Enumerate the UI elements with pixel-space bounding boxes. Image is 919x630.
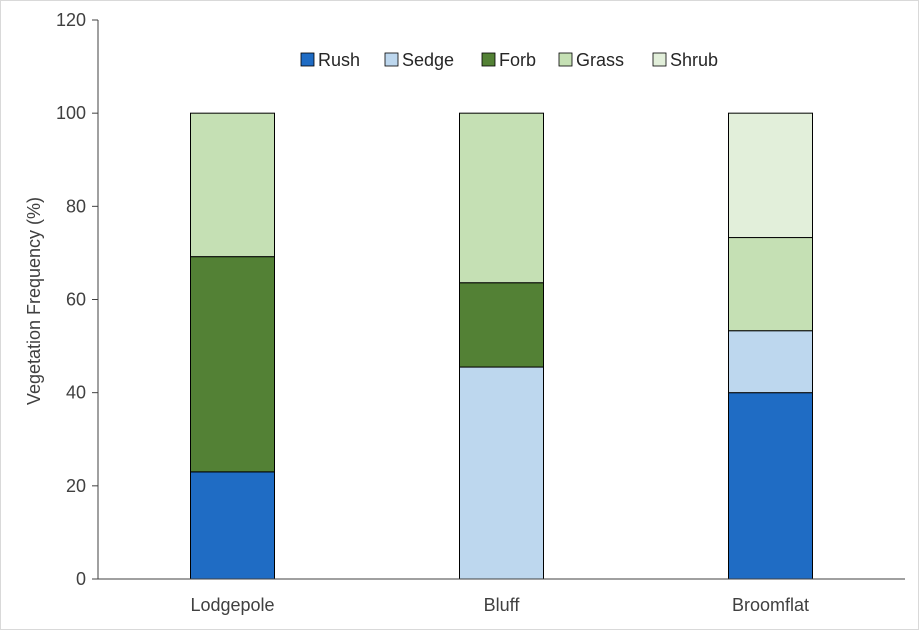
y-axis-title: Vegetation Frequency (%) xyxy=(24,197,44,405)
legend-label-grass: Grass xyxy=(576,50,624,70)
x-tick-label-bluff: Bluff xyxy=(484,595,521,615)
legend-swatch-grass xyxy=(558,52,573,67)
legend-swatch-sedge xyxy=(384,52,399,67)
bar-segment-sedge-bluff xyxy=(459,366,544,580)
bar-segment-rush-lodgepole xyxy=(190,471,275,580)
legend-swatch-shrub xyxy=(652,52,667,67)
bars-layer xyxy=(190,112,813,580)
legend-label-shrub: Shrub xyxy=(670,50,718,70)
y-tick-label: 60 xyxy=(66,290,86,310)
axes-layer xyxy=(92,19,905,580)
y-tick-label: 100 xyxy=(56,103,86,123)
legend-label-rush: Rush xyxy=(318,50,360,70)
y-tick-label: 120 xyxy=(56,10,86,30)
legend-swatch-forb xyxy=(481,52,496,67)
bar-segment-sedge-broomflat xyxy=(728,330,813,394)
legend-swatch-rush xyxy=(300,52,315,67)
x-tick-label-broomflat: Broomflat xyxy=(732,595,809,615)
legend-label-forb: Forb xyxy=(499,50,536,70)
y-tick-label: 40 xyxy=(66,383,86,403)
bar-segment-forb-lodgepole xyxy=(190,256,275,473)
bar-segment-shrub-broomflat xyxy=(728,112,813,239)
ticks-layer: Lodgepole Bluff Broomflat 0 20 40 60 80 100 120 xyxy=(56,10,809,615)
y-tick-label: 80 xyxy=(66,196,86,216)
bar-segment-rush-broomflat xyxy=(728,392,813,580)
x-tick-label-lodgepole: Lodgepole xyxy=(190,595,274,615)
bar-segment-forb-bluff xyxy=(459,282,544,368)
bar-segment-grass-broomflat xyxy=(728,237,813,332)
bar-segment-grass-bluff xyxy=(459,112,544,284)
y-tick-label: 0 xyxy=(76,569,86,589)
bar-segment-grass-lodgepole xyxy=(190,112,275,258)
legend: Rush Sedge Forb Grass Shrub xyxy=(300,50,718,70)
legend-label-sedge: Sedge xyxy=(402,50,454,70)
y-tick-label: 20 xyxy=(66,476,86,496)
